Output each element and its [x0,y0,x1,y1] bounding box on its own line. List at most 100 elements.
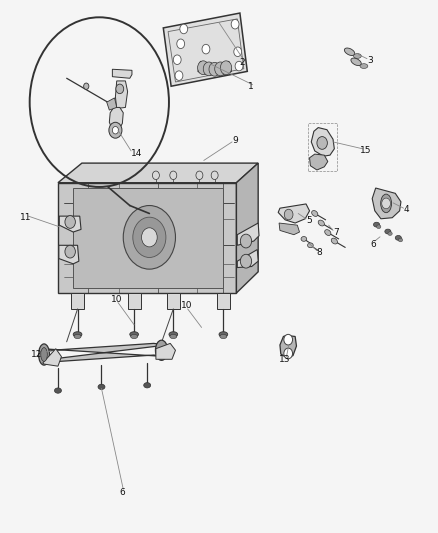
Polygon shape [59,245,79,264]
Ellipse shape [381,194,392,213]
Text: 10: 10 [180,301,192,310]
Ellipse shape [388,232,392,236]
Text: 7: 7 [333,228,339,237]
Circle shape [209,62,220,76]
Ellipse shape [170,334,177,338]
Polygon shape [58,163,258,183]
Circle shape [317,136,327,149]
Circle shape [133,217,166,257]
Ellipse shape [301,237,307,241]
Polygon shape [163,13,247,86]
Polygon shape [280,335,297,358]
Ellipse shape [219,332,228,337]
Circle shape [211,171,218,180]
Polygon shape [278,204,310,223]
Ellipse shape [377,225,381,229]
Ellipse shape [74,334,81,338]
Text: 15: 15 [360,147,371,156]
Polygon shape [198,61,231,75]
Circle shape [231,19,239,29]
Circle shape [202,44,210,54]
Ellipse shape [331,238,337,244]
Circle shape [284,334,293,345]
Ellipse shape [73,332,82,337]
Circle shape [240,254,252,268]
Polygon shape [116,81,127,109]
Polygon shape [42,343,167,362]
Circle shape [234,47,242,56]
Polygon shape [279,223,300,235]
Circle shape [109,122,122,138]
Polygon shape [113,69,132,78]
Ellipse shape [353,54,361,59]
Circle shape [177,39,185,49]
Circle shape [284,348,293,359]
Polygon shape [311,127,334,156]
Text: 8: 8 [316,248,322,257]
Polygon shape [156,343,176,359]
Circle shape [123,206,176,269]
Circle shape [203,62,215,76]
Polygon shape [237,163,258,293]
Ellipse shape [325,230,331,236]
Text: 11: 11 [21,213,32,222]
Text: 9: 9 [232,136,238,145]
Circle shape [235,61,243,71]
Circle shape [152,171,159,180]
Polygon shape [237,249,258,268]
Circle shape [116,84,124,94]
Ellipse shape [131,334,138,338]
Ellipse shape [395,236,401,240]
Circle shape [175,71,183,80]
Ellipse shape [220,334,227,338]
Ellipse shape [307,243,313,248]
Ellipse shape [39,344,49,365]
Circle shape [113,126,118,134]
Circle shape [196,171,203,180]
Circle shape [65,216,75,228]
Circle shape [206,63,214,72]
Ellipse shape [385,229,391,234]
Polygon shape [217,293,230,309]
Text: 13: 13 [279,355,290,364]
Ellipse shape [144,383,151,388]
Text: 14: 14 [131,149,142,158]
Circle shape [180,24,187,34]
Ellipse shape [318,220,325,226]
Circle shape [220,61,232,75]
Polygon shape [372,188,401,219]
Circle shape [284,209,293,220]
Ellipse shape [54,388,61,393]
Polygon shape [43,349,61,366]
Circle shape [173,55,181,64]
Polygon shape [310,154,328,170]
Ellipse shape [312,211,318,216]
Ellipse shape [351,58,361,66]
Ellipse shape [344,48,355,55]
Polygon shape [107,98,117,110]
Circle shape [215,62,226,76]
Polygon shape [73,188,223,288]
Text: 4: 4 [403,205,409,214]
Polygon shape [237,223,259,245]
Polygon shape [110,108,123,131]
Ellipse shape [398,238,403,242]
Circle shape [65,245,75,258]
Polygon shape [58,183,237,293]
Circle shape [84,83,89,90]
Ellipse shape [155,340,168,360]
Polygon shape [59,216,81,232]
Polygon shape [127,293,141,309]
Text: 6: 6 [370,240,376,249]
Polygon shape [167,293,180,309]
Text: 10: 10 [111,295,123,304]
Circle shape [198,61,209,75]
Circle shape [170,171,177,180]
Text: 12: 12 [31,350,42,359]
Polygon shape [71,293,84,309]
Text: 6: 6 [120,488,125,497]
Circle shape [240,234,252,248]
Ellipse shape [169,332,178,337]
Ellipse shape [98,384,105,390]
Circle shape [141,228,157,247]
